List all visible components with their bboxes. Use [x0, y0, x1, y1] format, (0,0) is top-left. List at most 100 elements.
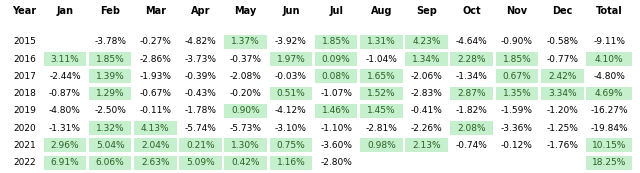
Text: -0.41%: -0.41%	[411, 106, 442, 115]
Text: 1.85%: 1.85%	[322, 37, 351, 46]
Text: 2.28%: 2.28%	[458, 54, 486, 63]
Text: -5.73%: -5.73%	[230, 124, 262, 133]
Text: -1.07%: -1.07%	[320, 89, 352, 98]
Text: Year: Year	[12, 6, 36, 16]
Bar	[360, 87, 403, 101]
Text: -2.81%: -2.81%	[365, 124, 397, 133]
Text: 2018: 2018	[13, 89, 36, 98]
Bar	[495, 52, 538, 66]
Text: -4.12%: -4.12%	[275, 106, 307, 115]
Text: -1.93%: -1.93%	[140, 72, 172, 81]
Text: 1.29%: 1.29%	[96, 89, 124, 98]
Bar	[405, 35, 448, 49]
Text: -9.11%: -9.11%	[593, 37, 625, 46]
Text: -0.43%: -0.43%	[184, 89, 216, 98]
Text: 5.04%: 5.04%	[96, 141, 124, 150]
Text: 3.34%: 3.34%	[548, 89, 577, 98]
Text: 2019: 2019	[13, 106, 36, 115]
Text: -0.39%: -0.39%	[184, 72, 216, 81]
Text: 1.16%: 1.16%	[276, 158, 305, 167]
Text: -3.78%: -3.78%	[94, 37, 126, 46]
Text: -0.67%: -0.67%	[140, 89, 172, 98]
Bar	[269, 138, 312, 152]
Bar	[89, 138, 131, 152]
Text: -1.78%: -1.78%	[184, 106, 216, 115]
Text: Feb: Feb	[100, 6, 120, 16]
Text: -5.74%: -5.74%	[184, 124, 216, 133]
Text: 18.25%: 18.25%	[592, 158, 627, 167]
Bar	[89, 87, 131, 101]
Text: 4.10%: 4.10%	[595, 54, 623, 63]
Text: -4.80%: -4.80%	[593, 72, 625, 81]
Text: Sep: Sep	[416, 6, 437, 16]
Text: -1.10%: -1.10%	[320, 124, 352, 133]
Text: 3.11%: 3.11%	[51, 54, 79, 63]
Bar	[586, 52, 632, 66]
Bar	[451, 87, 493, 101]
Text: -1.76%: -1.76%	[546, 141, 578, 150]
Text: -2.83%: -2.83%	[411, 89, 442, 98]
Bar	[315, 69, 358, 83]
Bar	[405, 138, 448, 152]
Bar	[405, 52, 448, 66]
Text: 1.31%: 1.31%	[367, 37, 396, 46]
Text: 0.09%: 0.09%	[322, 54, 351, 63]
Text: -0.87%: -0.87%	[49, 89, 81, 98]
Text: -2.08%: -2.08%	[230, 72, 262, 81]
Text: 1.32%: 1.32%	[96, 124, 124, 133]
Text: 1.30%: 1.30%	[231, 141, 260, 150]
Text: -0.03%: -0.03%	[275, 72, 307, 81]
Text: 2.87%: 2.87%	[458, 89, 486, 98]
Text: -0.20%: -0.20%	[230, 89, 262, 98]
Bar	[586, 156, 632, 170]
Text: 2020: 2020	[13, 124, 36, 133]
Text: Aug: Aug	[371, 6, 392, 16]
Bar	[269, 52, 312, 66]
Text: Total: Total	[596, 6, 623, 16]
Text: -16.27%: -16.27%	[590, 106, 628, 115]
Bar	[225, 35, 267, 49]
Text: 2.96%: 2.96%	[51, 141, 79, 150]
Text: Jul: Jul	[329, 6, 343, 16]
Text: Mar: Mar	[145, 6, 166, 16]
Text: 0.08%: 0.08%	[322, 72, 351, 81]
Text: -3.73%: -3.73%	[184, 54, 216, 63]
Text: 4.13%: 4.13%	[141, 124, 170, 133]
Text: -0.37%: -0.37%	[230, 54, 262, 63]
Text: -2.06%: -2.06%	[411, 72, 442, 81]
Text: 1.85%: 1.85%	[96, 54, 124, 63]
Text: -0.12%: -0.12%	[501, 141, 533, 150]
Text: 2.08%: 2.08%	[458, 124, 486, 133]
Bar	[360, 35, 403, 49]
Bar	[360, 69, 403, 83]
Text: 4.23%: 4.23%	[412, 37, 441, 46]
Bar	[134, 138, 177, 152]
Text: -3.36%: -3.36%	[501, 124, 533, 133]
Text: -1.20%: -1.20%	[547, 106, 578, 115]
Bar	[360, 104, 403, 118]
Bar	[134, 121, 177, 135]
Bar	[44, 156, 86, 170]
Text: -4.80%: -4.80%	[49, 106, 81, 115]
Bar	[315, 35, 358, 49]
Text: 0.98%: 0.98%	[367, 141, 396, 150]
Bar	[225, 156, 267, 170]
Text: -2.80%: -2.80%	[320, 158, 352, 167]
Text: Oct: Oct	[463, 6, 481, 16]
Bar	[541, 69, 584, 83]
Text: -0.11%: -0.11%	[140, 106, 172, 115]
Bar	[269, 87, 312, 101]
Text: 4.69%: 4.69%	[595, 89, 623, 98]
Text: -0.74%: -0.74%	[456, 141, 488, 150]
Text: 2021: 2021	[13, 141, 36, 150]
Text: 1.35%: 1.35%	[502, 89, 531, 98]
Bar	[89, 121, 131, 135]
Text: -0.77%: -0.77%	[546, 54, 578, 63]
Bar	[451, 121, 493, 135]
Text: 0.75%: 0.75%	[276, 141, 305, 150]
Text: -2.86%: -2.86%	[140, 54, 172, 63]
Text: 1.34%: 1.34%	[412, 54, 441, 63]
Text: Dec: Dec	[552, 6, 572, 16]
Bar	[44, 138, 86, 152]
Bar	[586, 138, 632, 152]
